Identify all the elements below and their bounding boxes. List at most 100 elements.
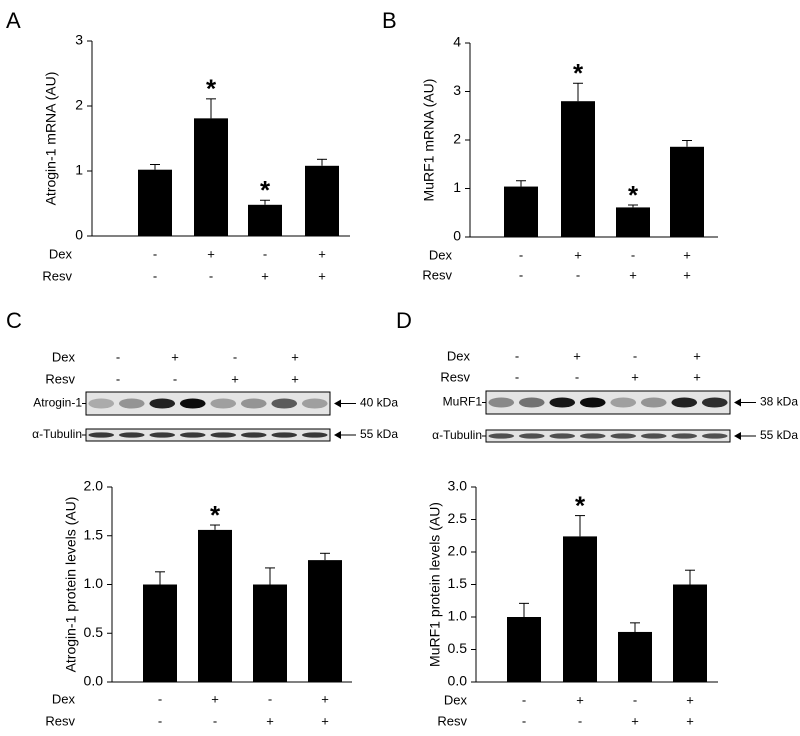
bar bbox=[138, 169, 172, 236]
condition-sign: + bbox=[693, 369, 701, 384]
y-tick-label: 4 bbox=[453, 34, 461, 50]
condition-sign: - bbox=[116, 371, 120, 386]
bar bbox=[253, 584, 287, 682]
blot-band bbox=[240, 432, 267, 438]
blot-band bbox=[149, 432, 176, 438]
condition-sign: - bbox=[268, 691, 272, 706]
blot-band bbox=[549, 397, 576, 408]
condition-sign: + bbox=[318, 268, 326, 283]
condition-sign: - bbox=[158, 691, 162, 706]
significance-mark: * bbox=[575, 490, 586, 520]
error-bar bbox=[210, 524, 220, 530]
bar bbox=[248, 204, 282, 236]
condition-sign: + bbox=[686, 692, 694, 707]
condition-sign: - bbox=[631, 247, 635, 262]
condition-name: Resv bbox=[45, 371, 75, 386]
y-tick-label: 1.0 bbox=[84, 575, 104, 591]
condition-sign: - bbox=[575, 369, 579, 384]
condition-sign: - bbox=[158, 713, 162, 728]
blot-row-label: α-Tubulin bbox=[32, 427, 82, 441]
blot-band bbox=[701, 433, 728, 439]
blot-band bbox=[518, 433, 545, 439]
y-tick-label: 1 bbox=[453, 179, 461, 195]
condition-sign: - bbox=[233, 349, 237, 364]
condition-name: Dex bbox=[52, 691, 76, 706]
condition-sign: - bbox=[209, 268, 213, 283]
bar bbox=[305, 165, 339, 236]
y-tick-label: 2.0 bbox=[448, 543, 468, 559]
y-tick-label: 2.0 bbox=[84, 478, 104, 494]
bar bbox=[143, 584, 177, 682]
y-axis-label: Atrogin-1 mRNA (AU) bbox=[43, 72, 59, 206]
condition-name: Dex bbox=[447, 348, 471, 363]
condition-sign: - bbox=[173, 371, 177, 386]
y-tick-label: 1.5 bbox=[448, 575, 468, 591]
condition-sign: - bbox=[515, 348, 519, 363]
y-tick-label: 0.0 bbox=[448, 673, 468, 689]
condition-sign: - bbox=[116, 349, 120, 364]
error-bar bbox=[317, 158, 327, 166]
error-bar bbox=[519, 602, 529, 617]
condition-sign: + bbox=[318, 246, 326, 261]
bar bbox=[198, 529, 232, 682]
condition-name: Resv bbox=[45, 713, 75, 728]
error-bar bbox=[575, 515, 585, 537]
blot-band bbox=[179, 398, 206, 409]
bar bbox=[561, 101, 595, 237]
condition-sign: + bbox=[321, 691, 329, 706]
blot-band bbox=[671, 397, 698, 408]
significance-mark: * bbox=[210, 500, 221, 530]
significance-mark: * bbox=[206, 74, 217, 104]
condition-sign: + bbox=[211, 691, 219, 706]
y-axis-label: MuRF1 mRNA (AU) bbox=[421, 79, 437, 202]
blot-band bbox=[271, 432, 298, 438]
y-tick-label: 1.5 bbox=[84, 526, 104, 542]
blot-band bbox=[88, 398, 115, 409]
y-tick-label: 0 bbox=[453, 228, 461, 244]
blot-band bbox=[179, 432, 206, 438]
error-bar bbox=[573, 82, 583, 102]
condition-sign: + bbox=[573, 348, 581, 363]
y-tick-label: 1.0 bbox=[448, 608, 468, 624]
blot-band bbox=[579, 433, 606, 439]
condition-sign: + bbox=[291, 371, 299, 386]
blot-band bbox=[210, 398, 237, 409]
error-bar bbox=[150, 164, 160, 170]
condition-sign: - bbox=[633, 692, 637, 707]
condition-sign: - bbox=[519, 267, 523, 282]
y-tick-label: 0.5 bbox=[84, 624, 104, 640]
condition-sign: + bbox=[683, 267, 691, 282]
blot-band bbox=[610, 433, 637, 439]
blot-band bbox=[640, 433, 667, 439]
condition-sign: + bbox=[683, 247, 691, 262]
blot-band bbox=[610, 397, 637, 408]
error-bar bbox=[630, 622, 640, 632]
condition-sign: + bbox=[574, 247, 582, 262]
error-bar bbox=[682, 139, 692, 147]
blot-band bbox=[118, 432, 145, 438]
condition-sign: - bbox=[522, 713, 526, 728]
blot-band bbox=[579, 397, 606, 408]
condition-name: Resv bbox=[437, 713, 467, 728]
error-bar bbox=[516, 180, 526, 187]
panel-letter: C bbox=[6, 308, 22, 333]
blot-arrowhead bbox=[334, 431, 341, 439]
condition-sign: + bbox=[693, 348, 701, 363]
significance-mark: * bbox=[628, 180, 639, 210]
condition-sign: + bbox=[629, 267, 637, 282]
blot-band bbox=[149, 398, 176, 409]
condition-name: Dex bbox=[49, 246, 73, 261]
blot-band bbox=[701, 397, 728, 408]
bar bbox=[673, 584, 707, 682]
bar bbox=[194, 118, 228, 236]
error-bar bbox=[628, 204, 638, 208]
condition-sign: + bbox=[576, 692, 584, 707]
error-bar bbox=[685, 569, 695, 585]
blot-band bbox=[640, 397, 667, 408]
condition-name: Resv bbox=[422, 267, 452, 282]
y-tick-label: 0.5 bbox=[448, 640, 468, 656]
y-tick-label: 3 bbox=[453, 82, 461, 98]
blot-band bbox=[240, 398, 267, 409]
blot-arrowhead bbox=[734, 398, 741, 407]
